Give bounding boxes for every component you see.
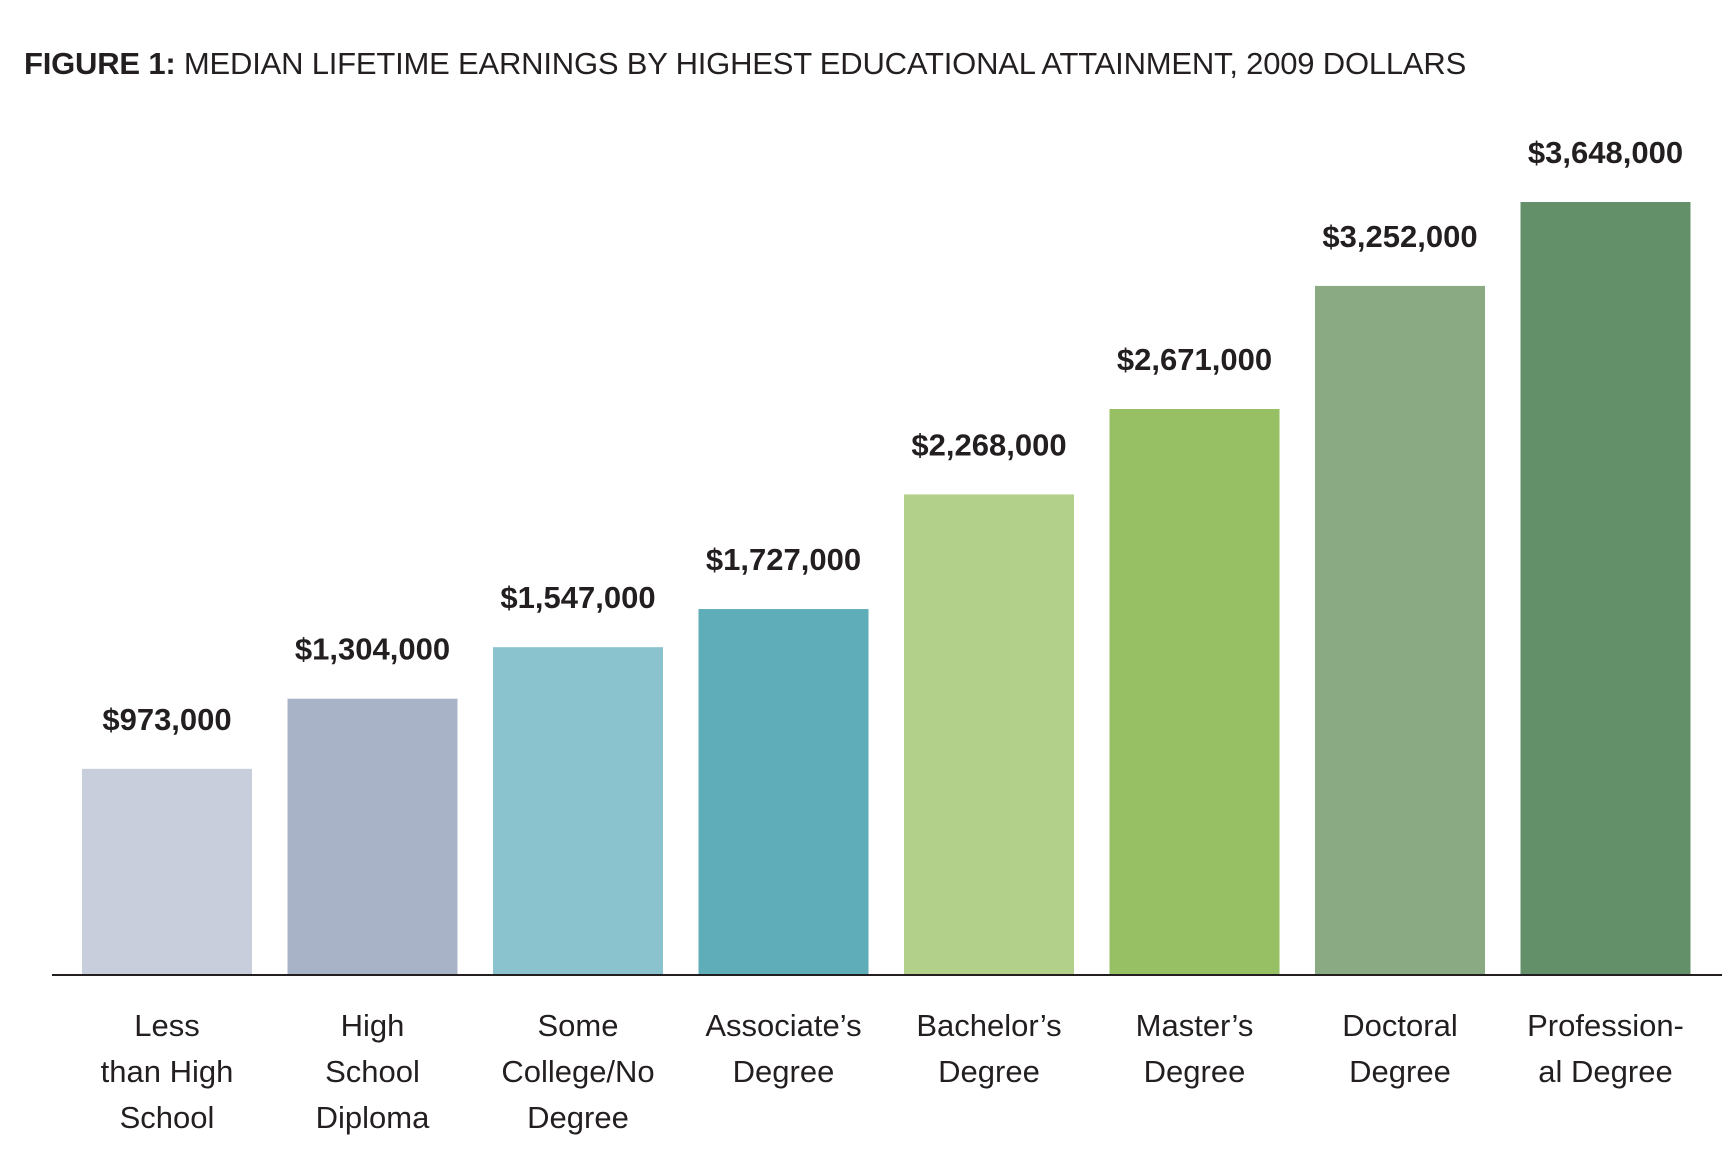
category-label-3: Associate’s Degree bbox=[705, 1008, 861, 1089]
category-label-line: Degree bbox=[733, 1054, 835, 1089]
value-label-4: $2,268,000 bbox=[911, 427, 1066, 462]
bar-4 bbox=[904, 494, 1074, 975]
category-label-line: than High bbox=[101, 1054, 234, 1089]
category-label-line: Less bbox=[134, 1008, 199, 1043]
figure-title-text: MEDIAN LIFETIME EARNINGS BY HIGHEST EDUC… bbox=[183, 46, 1467, 81]
value-label-5: $2,671,000 bbox=[1117, 342, 1272, 377]
category-label-line: al Degree bbox=[1538, 1054, 1672, 1089]
category-label-line: Associate’s bbox=[705, 1008, 861, 1043]
category-label-line: Master’s bbox=[1136, 1008, 1254, 1043]
bar-6 bbox=[1315, 285, 1485, 975]
value-label-7: $3,648,000 bbox=[1528, 135, 1683, 170]
category-label-line: Some bbox=[538, 1008, 619, 1043]
category-label-line: Bachelor’s bbox=[916, 1008, 1061, 1043]
value-label-3: $1,727,000 bbox=[706, 542, 861, 577]
chart-title: FIGURE 1: MEDIAN LIFETIME EARNINGS BY HI… bbox=[24, 46, 1466, 82]
category-label-4: Bachelor’s Degree bbox=[916, 1008, 1061, 1089]
category-label-0: Less than High School bbox=[101, 1008, 234, 1135]
category-labels-group: Less than High School High School Diploma Some… bbox=[101, 1008, 1684, 1135]
bar-1 bbox=[287, 698, 458, 975]
category-label-line: Diploma bbox=[316, 1100, 430, 1135]
category-label-line: School bbox=[120, 1100, 215, 1135]
value-label-6: $3,252,000 bbox=[1322, 219, 1477, 254]
category-label-line: High bbox=[341, 1008, 405, 1043]
category-label-line: Degree bbox=[1349, 1054, 1451, 1089]
category-label-2: Some College/No Degree bbox=[501, 1008, 654, 1135]
category-label-6: Doctoral Degree bbox=[1342, 1008, 1457, 1089]
bar-0 bbox=[82, 768, 252, 975]
value-label-1: $1,304,000 bbox=[295, 632, 450, 667]
category-label-1: High School Diploma bbox=[316, 1008, 430, 1135]
value-label-2: $1,547,000 bbox=[500, 580, 655, 615]
category-label-line: Degree bbox=[527, 1100, 629, 1135]
bar-7 bbox=[1520, 202, 1691, 975]
category-label-line: Doctoral bbox=[1342, 1008, 1457, 1043]
category-label-line: Degree bbox=[1144, 1054, 1246, 1089]
category-label-line: School bbox=[325, 1054, 420, 1089]
bar-5 bbox=[1109, 409, 1280, 975]
figure-label: FIGURE 1: bbox=[24, 46, 176, 81]
category-label-line: College/No bbox=[501, 1054, 654, 1089]
category-label-7: Profession-al Degree bbox=[1527, 1008, 1684, 1089]
category-label-5: Master’s Degree bbox=[1136, 1008, 1254, 1089]
bar-3 bbox=[698, 609, 869, 975]
category-label-line: Degree bbox=[938, 1054, 1040, 1089]
value-label-0: $973,000 bbox=[102, 702, 231, 737]
bars-group bbox=[82, 202, 1691, 975]
bar-2 bbox=[493, 647, 663, 975]
category-label-line: Profession- bbox=[1527, 1008, 1684, 1043]
value-labels-group: $973,000 $1,304,000 $1,547,000 $1,727,000 $2… bbox=[102, 135, 1683, 737]
